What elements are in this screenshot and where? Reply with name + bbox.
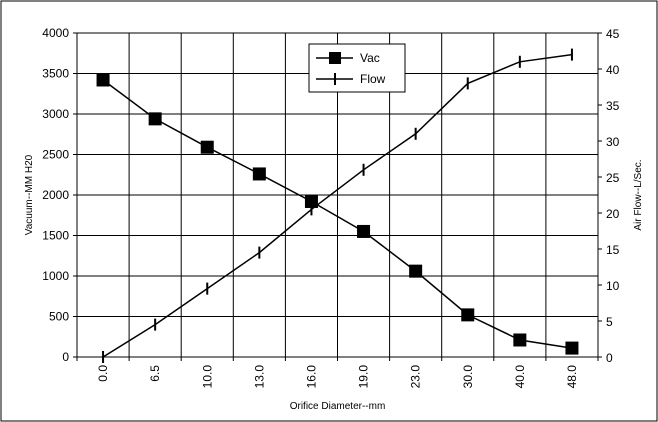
x-tick-label: 30.0 bbox=[461, 365, 475, 389]
vac-point bbox=[252, 167, 266, 181]
x-tick-label: 40.0 bbox=[513, 365, 527, 389]
series-layer bbox=[96, 48, 579, 363]
y2-tick-label: 5 bbox=[606, 315, 613, 329]
x-tick-label: 16.0 bbox=[304, 365, 318, 389]
y-axis-title: Vacuum--MM H20 bbox=[24, 154, 35, 235]
vac-point bbox=[513, 333, 527, 347]
vac-point bbox=[304, 194, 318, 208]
y-tick-label: 3500 bbox=[42, 67, 69, 81]
vac-point bbox=[200, 140, 214, 154]
y2-tick-label: 45 bbox=[606, 27, 620, 41]
legend: Vac Flow bbox=[308, 43, 406, 93]
y-tick-label: 3000 bbox=[42, 107, 69, 121]
y2-axis-title: Air Flow--L/Sec. bbox=[633, 159, 644, 230]
flow-line bbox=[102, 53, 573, 358]
y2-tick-label: 40 bbox=[606, 63, 620, 77]
y-tick-label: 1500 bbox=[42, 229, 69, 243]
y-tick-label: 500 bbox=[49, 310, 69, 324]
legend-vac-marker bbox=[329, 52, 341, 64]
x-tick-label: 6.5 bbox=[148, 365, 162, 382]
y-tick-label: 2000 bbox=[42, 188, 69, 202]
y2-tick-label: 15 bbox=[606, 243, 620, 257]
vac-point bbox=[461, 308, 475, 322]
vac-point bbox=[148, 112, 162, 126]
x-tick-label: 10.0 bbox=[200, 365, 214, 389]
x-tick-label: 0.0 bbox=[96, 365, 110, 382]
left-axis: 0 500 1000 1500 2000 2500 3000 3500 4000 bbox=[42, 26, 77, 364]
vac-point bbox=[357, 224, 371, 238]
y-tick-label: 1000 bbox=[42, 269, 69, 283]
y2-tick-label: 10 bbox=[606, 279, 620, 293]
vac-point bbox=[409, 264, 423, 278]
y-tick-label: 2500 bbox=[42, 148, 69, 162]
vac-point bbox=[565, 341, 579, 355]
x-axis: 0.0 6.5 10.0 13.0 16.0 19.0 23.0 30.0 40.0 48.0 bbox=[76, 357, 599, 389]
legend-box bbox=[308, 43, 406, 93]
y-tick-label: 0 bbox=[62, 350, 69, 364]
y2-tick-label: 0 bbox=[606, 351, 613, 365]
y2-tick-label: 20 bbox=[606, 207, 620, 221]
y2-tick-label: 30 bbox=[606, 135, 620, 149]
x-tick-label: 19.0 bbox=[357, 365, 371, 389]
vac-line bbox=[102, 79, 573, 349]
y-tick-label: 4000 bbox=[42, 26, 69, 40]
x-axis-title: Orifice Diameter--mm bbox=[290, 401, 386, 412]
vac-point bbox=[96, 73, 110, 87]
x-tick-label: 48.0 bbox=[565, 365, 579, 389]
x-tick-label: 23.0 bbox=[409, 365, 423, 389]
legend-flow-label: Flow bbox=[360, 72, 386, 86]
legend-vac-label: Vac bbox=[360, 51, 380, 65]
y2-tick-label: 35 bbox=[606, 99, 620, 113]
right-axis: 0 5 10 15 20 25 30 35 40 45 bbox=[598, 27, 620, 365]
x-tick-label: 13.0 bbox=[252, 365, 266, 389]
y2-tick-label: 25 bbox=[606, 171, 620, 185]
